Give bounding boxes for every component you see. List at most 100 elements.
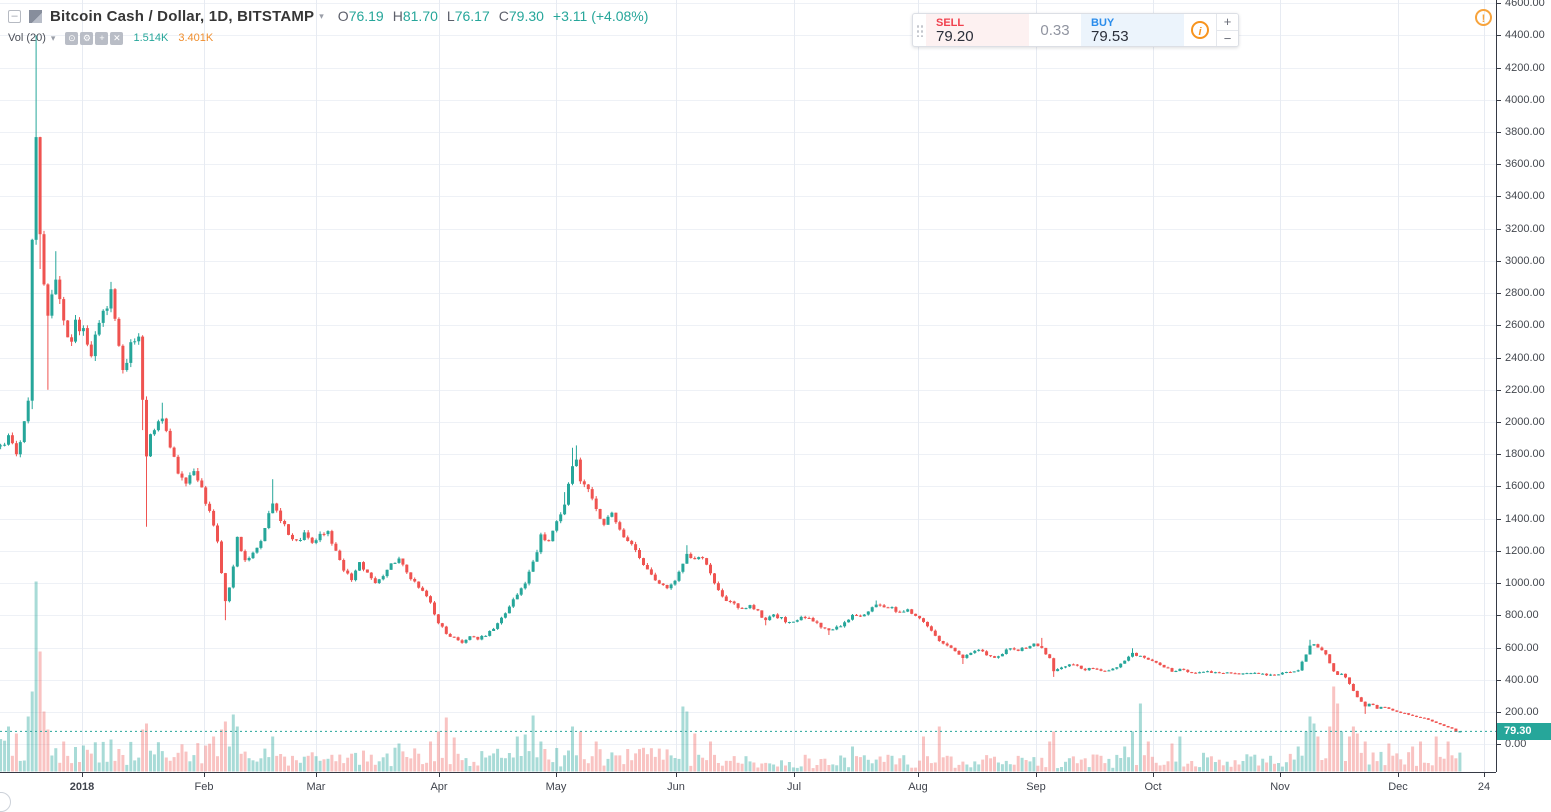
price-tick [1497,486,1501,487]
price-tick-label: 3800.00 [1505,126,1545,138]
time-tick [1484,773,1485,777]
remove-icon[interactable]: ✕ [110,31,124,45]
high-label: H [392,8,403,24]
price-tick [1497,325,1501,326]
price-tick-label: 2800.00 [1505,287,1545,299]
chart-legend: – Bitcoin Cash / Dollar, 1D, BITSTAMP ▾ … [8,6,648,46]
ohlc-readout: O76.19 H81.70 L76.17 C79.30 +3.11 (+4.08… [338,8,649,24]
volume-current-value: 1.514K [133,32,169,44]
price-tick-label: 200.00 [1505,706,1539,718]
buy-price: 79.53 [1091,28,1129,45]
price-tick-label: 3000.00 [1505,255,1545,267]
symbol-dropdown-caret-icon[interactable]: ▾ [319,10,324,21]
sell-button[interactable]: SELL 79.20 [926,14,1029,46]
add-icon[interactable]: + [95,31,109,45]
price-tick [1497,261,1501,262]
order-info-button[interactable]: i [1184,14,1216,46]
sell-price: 79.20 [936,28,974,45]
price-tick-label: 3400.00 [1505,190,1545,202]
time-tick-label: Nov [1270,781,1290,793]
time-tick-label: Jun [667,781,685,793]
price-tick [1497,3,1501,4]
high-value: 81.70 [402,8,438,24]
price-tick [1497,712,1501,713]
time-tick [204,773,205,777]
price-tick-label: 4400.00 [1505,29,1545,41]
price-tick [1497,648,1501,649]
buy-button[interactable]: BUY 79.53 [1081,14,1184,46]
time-tick [1398,773,1399,777]
price-tick-label: 0.00 [1505,738,1527,750]
buy-label: BUY [1091,17,1115,29]
time-tick-label: Oct [1144,781,1162,793]
time-tick [439,773,440,777]
settings-icon[interactable]: ⚙ [80,31,94,45]
time-tick [316,773,317,777]
open-value: 76.19 [348,8,384,24]
volume-indicator-label[interactable]: Vol (20) [8,32,46,44]
time-tick-label: 2018 [69,781,95,793]
price-tick-label: 1600.00 [1505,480,1545,492]
time-tick-label: 24 [1477,781,1491,793]
change-value: +3.11 (+4.08%) [552,8,649,24]
volume-dropdown-caret-icon[interactable]: ▾ [50,32,56,43]
price-tick [1497,100,1501,101]
price-tick [1497,164,1501,165]
time-tick [794,773,795,777]
price-tick-label: 2400.00 [1505,352,1545,364]
price-tick [1497,680,1501,681]
low-label: L [446,8,455,24]
price-tick [1497,390,1501,391]
quantity-decrease-button[interactable]: − [1217,29,1238,47]
price-tick [1497,196,1501,197]
price-tick [1497,358,1501,359]
price-tick-label: 400.00 [1505,674,1539,686]
time-tick [82,773,83,777]
time-tick-label: Jul [786,781,802,793]
price-tick-label: 4200.00 [1505,62,1545,74]
sell-label: SELL [936,17,965,29]
drag-dots-icon [916,23,923,37]
price-tick-label: 1000.00 [1505,577,1545,589]
time-tick [676,773,677,777]
price-tick [1497,615,1501,616]
time-tick [1036,773,1037,777]
time-tick [1153,773,1154,777]
price-tick [1497,35,1501,36]
close-label: C [498,8,509,24]
price-tick [1497,422,1501,423]
price-tick-label: 4000.00 [1505,94,1545,106]
info-icon: i [1191,21,1209,39]
time-tick-label: May [545,781,567,793]
quantity-increase-button[interactable]: + [1223,14,1232,30]
price-tick [1497,519,1501,520]
price-tick-label: 1200.00 [1505,545,1545,557]
price-tick [1497,293,1501,294]
spread-value: 0.33 [1029,14,1081,46]
close-value: 79.30 [508,8,544,24]
price-tick [1497,551,1501,552]
order-panel-drag-handle[interactable] [913,14,926,46]
price-tick-label: 2000.00 [1505,416,1545,428]
price-tick-label: 3600.00 [1505,158,1545,170]
price-chart-canvas[interactable] [0,0,1496,772]
time-axis[interactable]: 2018 Feb Mar Apr May Jun Jul Aug Sep Oct Nov Dec 24 [0,772,1496,802]
time-tick-label: Dec [1388,781,1408,793]
warning-icon[interactable]: ! [1475,9,1492,26]
symbol-title[interactable]: Bitcoin Cash / Dollar, 1D, BITSTAMP [50,7,315,25]
price-tick [1497,744,1501,745]
time-tick-label: Mar [306,781,326,793]
volume-ma-value: 3.401K [178,32,214,44]
price-tick [1497,454,1501,455]
price-tick [1497,229,1501,230]
open-label: O [337,8,349,24]
time-tick-label: Feb [194,781,214,793]
price-tick-label: 1400.00 [1505,513,1545,525]
hide-icon[interactable]: ⊙ [65,31,79,45]
price-axis[interactable]: 0.00 200.00 400.00 600.00 800.00 1000.00 1200.… [1496,0,1551,772]
collapse-legend-button[interactable]: – [8,9,21,23]
price-tick-label: 4600.00 [1505,0,1545,9]
price-tick-label: 2600.00 [1505,319,1545,331]
time-tick [556,773,557,777]
